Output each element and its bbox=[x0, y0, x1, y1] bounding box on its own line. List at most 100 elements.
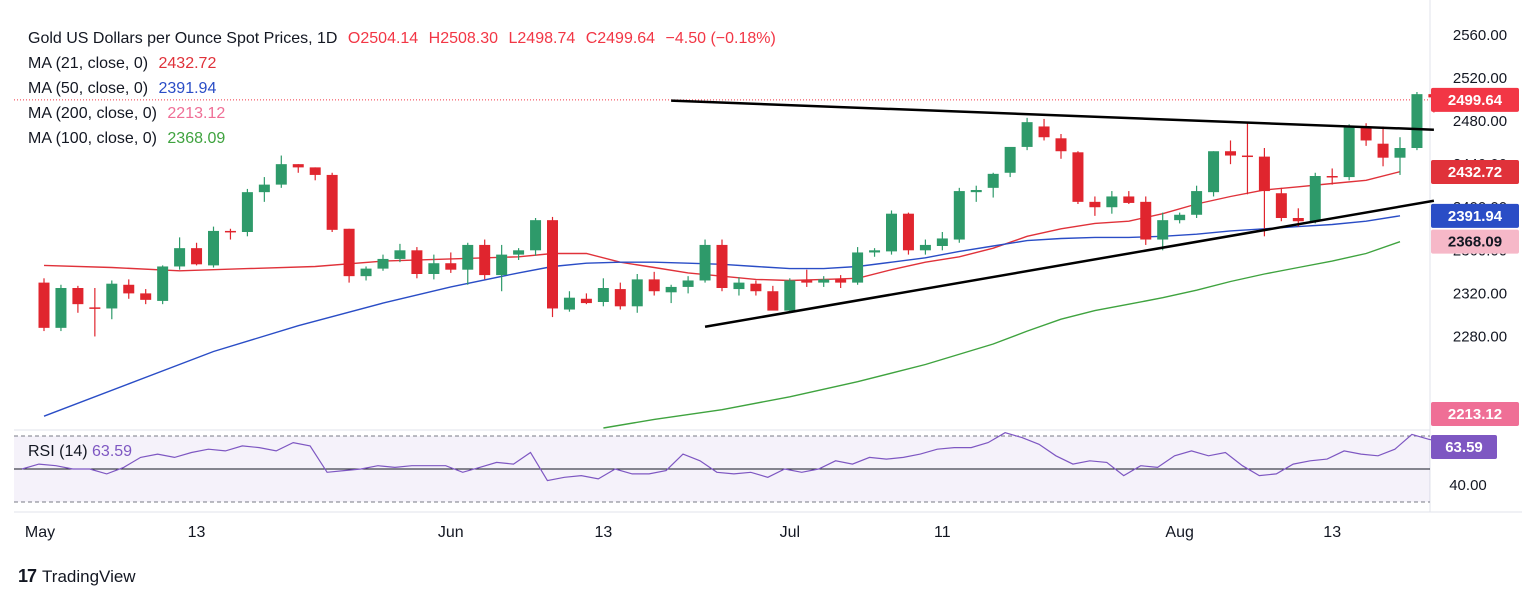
candle-body bbox=[123, 284, 135, 294]
legend-ma200[interactable]: MA (200, close, 0) 2213.12 bbox=[28, 105, 231, 123]
candle bbox=[699, 239, 711, 283]
candle bbox=[275, 155, 287, 188]
candle bbox=[394, 243, 406, 263]
candle bbox=[1021, 117, 1033, 151]
candle-body bbox=[208, 230, 219, 266]
price-tag: 2213.12 bbox=[1431, 402, 1519, 426]
candle-body bbox=[547, 220, 558, 309]
candle-body bbox=[614, 289, 626, 307]
legend-value: 2391.94 bbox=[158, 80, 217, 97]
price-tag: 2432.72 bbox=[1431, 159, 1519, 184]
candle-body bbox=[1021, 122, 1033, 147]
grid bbox=[14, 0, 1522, 513]
candle-body bbox=[953, 191, 965, 240]
candle-body bbox=[648, 279, 660, 292]
legend-ma100[interactable]: MA (100, close, 0) 2368.09 bbox=[28, 130, 231, 148]
legend-ma21[interactable]: MA (21, close, 0) 2432.72 bbox=[28, 55, 222, 73]
price-tag-label: 2499.64 bbox=[1448, 92, 1503, 109]
rsi-label: RSI (14) 63.59 bbox=[28, 443, 132, 460]
ohlc-high: H2508.30 bbox=[428, 30, 499, 47]
price-tag-label: 2213.12 bbox=[1448, 406, 1502, 423]
candle bbox=[479, 239, 491, 280]
candle bbox=[309, 167, 321, 181]
candle-body bbox=[411, 250, 423, 274]
candle bbox=[1411, 92, 1423, 151]
candle bbox=[326, 172, 338, 232]
candle-body bbox=[258, 184, 270, 193]
candle-body bbox=[394, 250, 406, 259]
rsi-level-label: 40.00 bbox=[1449, 477, 1487, 494]
candle-body bbox=[665, 286, 677, 293]
candle bbox=[360, 266, 372, 281]
candle bbox=[1208, 151, 1220, 197]
candle-body bbox=[869, 250, 881, 253]
time-axis: May 13 Jun 13 Jul 11 Aug 13 bbox=[25, 524, 1341, 541]
candle-body bbox=[191, 248, 203, 265]
price-tag: 2368.09 bbox=[1431, 229, 1519, 254]
tradingview-brand[interactable]: 17 TradingView bbox=[18, 566, 136, 587]
candle bbox=[1072, 151, 1084, 204]
legend-value: 2432.72 bbox=[158, 55, 217, 72]
legend-ma50[interactable]: MA (50, close, 0) 2391.94 bbox=[28, 80, 222, 98]
trendline bbox=[704, 199, 1435, 329]
candle-body bbox=[1106, 196, 1118, 208]
candle-body bbox=[140, 293, 152, 300]
candle bbox=[89, 288, 101, 337]
candle-body bbox=[224, 230, 236, 233]
candle bbox=[563, 291, 575, 312]
candle-body bbox=[1275, 193, 1287, 218]
candle-body bbox=[1140, 201, 1152, 240]
candle bbox=[614, 282, 626, 310]
candle-body bbox=[530, 220, 542, 251]
candle bbox=[292, 164, 304, 173]
candle-body bbox=[1157, 220, 1169, 240]
candle-body bbox=[1377, 143, 1389, 158]
candle-body bbox=[716, 244, 728, 288]
candle bbox=[784, 278, 796, 313]
candle bbox=[123, 279, 135, 299]
legend-label: MA (50, close, 0) bbox=[28, 80, 149, 97]
candle-body bbox=[309, 167, 321, 175]
candle-body bbox=[936, 238, 948, 246]
candle-body bbox=[1004, 146, 1016, 173]
candle bbox=[716, 239, 728, 292]
price-tag-bg bbox=[1431, 87, 1519, 112]
candle bbox=[1225, 140, 1236, 165]
candle bbox=[38, 278, 50, 332]
candle bbox=[513, 248, 525, 260]
time-tick-label: 13 bbox=[594, 524, 612, 541]
candle-body bbox=[1309, 176, 1321, 222]
price-tick-label: 2560.00 bbox=[1453, 27, 1507, 44]
rsi-tag-bg bbox=[1431, 435, 1497, 459]
price-tag-bg bbox=[1431, 229, 1519, 254]
candle bbox=[682, 276, 694, 294]
candle bbox=[1275, 187, 1287, 222]
candle bbox=[445, 252, 457, 273]
candle-body bbox=[1208, 151, 1220, 193]
candle-body bbox=[1360, 126, 1372, 141]
candle-body bbox=[275, 164, 287, 185]
candle bbox=[496, 244, 508, 292]
candle-body bbox=[174, 248, 186, 267]
candle bbox=[1038, 118, 1050, 141]
candle bbox=[1343, 124, 1355, 181]
candle-body bbox=[1072, 152, 1084, 202]
candle bbox=[1174, 212, 1186, 224]
candle-body bbox=[597, 288, 609, 302]
candle-body bbox=[801, 280, 813, 283]
candle-body bbox=[72, 288, 84, 305]
candle-body bbox=[106, 283, 118, 309]
time-tick-label: 13 bbox=[1323, 524, 1341, 541]
candle bbox=[987, 172, 999, 198]
candle bbox=[665, 284, 677, 304]
price-tag-label: 2391.94 bbox=[1448, 208, 1503, 225]
trendlines bbox=[671, 99, 1435, 329]
candle bbox=[1106, 191, 1118, 214]
ohlc-close: C2499.64 bbox=[585, 30, 656, 47]
candle bbox=[1394, 137, 1406, 175]
candle-body bbox=[157, 266, 169, 301]
candle-body bbox=[360, 268, 372, 277]
candle bbox=[1140, 196, 1152, 245]
candle bbox=[936, 232, 948, 251]
